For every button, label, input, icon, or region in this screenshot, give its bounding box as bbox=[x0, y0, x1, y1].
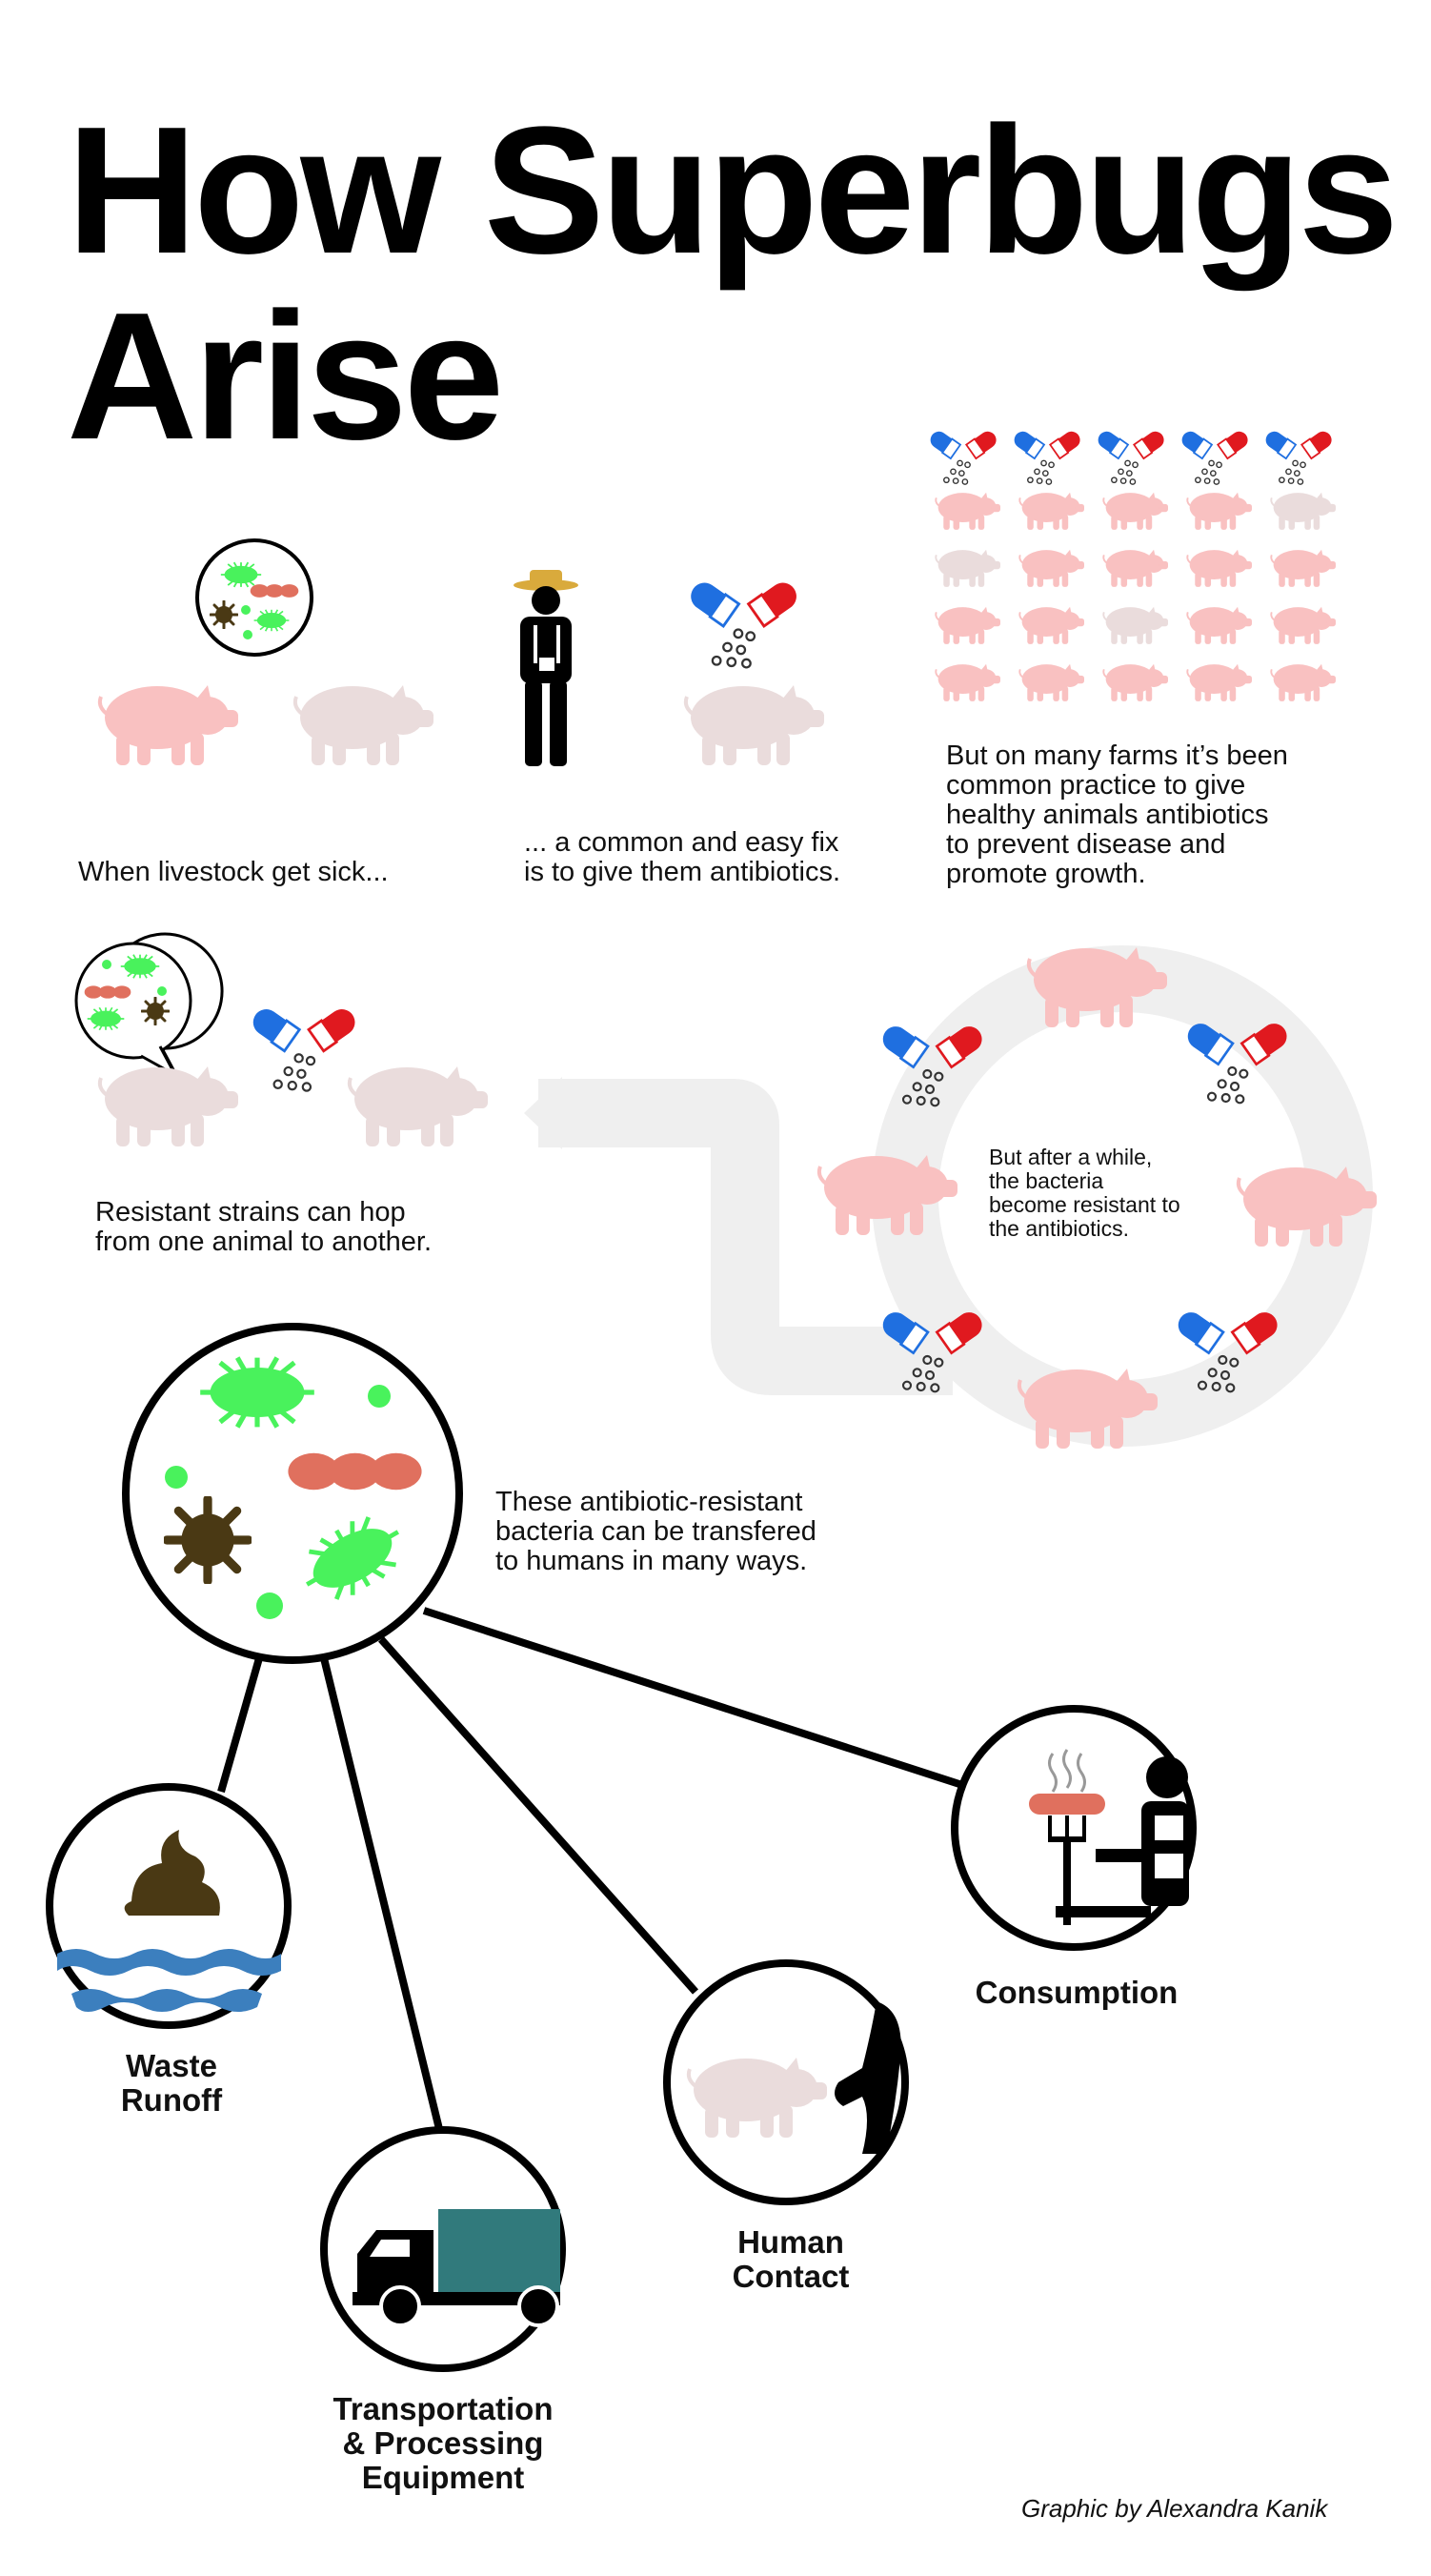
pig-grid bbox=[935, 491, 1336, 702]
resistant-pig-2 bbox=[347, 1065, 488, 1148]
caption-easy-fix: ... a common and easy fix is to give the… bbox=[524, 827, 841, 887]
human-contact-circle bbox=[663, 1959, 909, 2205]
consumption-circle bbox=[951, 1705, 1197, 1951]
connector-lines bbox=[217, 1607, 964, 2134]
big-bacteria-circle bbox=[122, 1323, 463, 1664]
antibiotic-pills-icon bbox=[684, 576, 803, 669]
healthy-pig-icon bbox=[292, 683, 433, 767]
transport-circle bbox=[320, 2126, 566, 2372]
treated-pig-icon bbox=[683, 683, 824, 767]
farmer-icon bbox=[514, 570, 578, 766]
sick-pig-icon bbox=[97, 683, 238, 767]
label-transportation: Transportation & Processing Equipment bbox=[333, 2391, 554, 2495]
credit-text: Graphic by Alexandra Kanik bbox=[1021, 2494, 1328, 2523]
caption-transfer: These antibiotic-resistant bacteria can … bbox=[495, 1487, 816, 1576]
pill-row bbox=[926, 427, 1336, 485]
page-title-line2: Arise bbox=[67, 275, 504, 477]
page-title-line1: How Superbugs bbox=[67, 90, 1399, 292]
fork-icon bbox=[1048, 1815, 1086, 1925]
resistant-pig-1 bbox=[97, 1065, 238, 1148]
steam-icon bbox=[1048, 1749, 1086, 1793]
poop-icon bbox=[124, 1830, 220, 1916]
caption-common-practice: But on many farms it’s been common pract… bbox=[946, 740, 1288, 889]
person-arm-icon bbox=[835, 2001, 901, 2154]
bacteria-speech-bubble bbox=[74, 932, 224, 1079]
water-icon bbox=[57, 1949, 281, 1976]
caption-become-resistant: But after a while, the bacteria become r… bbox=[989, 1145, 1180, 1241]
caption-livestock-sick: When livestock get sick... bbox=[78, 857, 389, 887]
truck-icon bbox=[353, 2209, 560, 2327]
label-waste-runoff: Waste Runoff bbox=[120, 2048, 223, 2118]
resistant-pills-icon bbox=[246, 1003, 362, 1092]
waste-runoff-circle bbox=[46, 1783, 292, 2029]
sausage-icon bbox=[1029, 1794, 1105, 1815]
label-consumption: Consumption bbox=[975, 1975, 1179, 2010]
label-human-contact: Human Contact bbox=[732, 2224, 850, 2294]
bacteria-bubble-1 bbox=[195, 538, 313, 657]
caption-resistant-strains: Resistant strains can hop from one anima… bbox=[95, 1197, 433, 1257]
